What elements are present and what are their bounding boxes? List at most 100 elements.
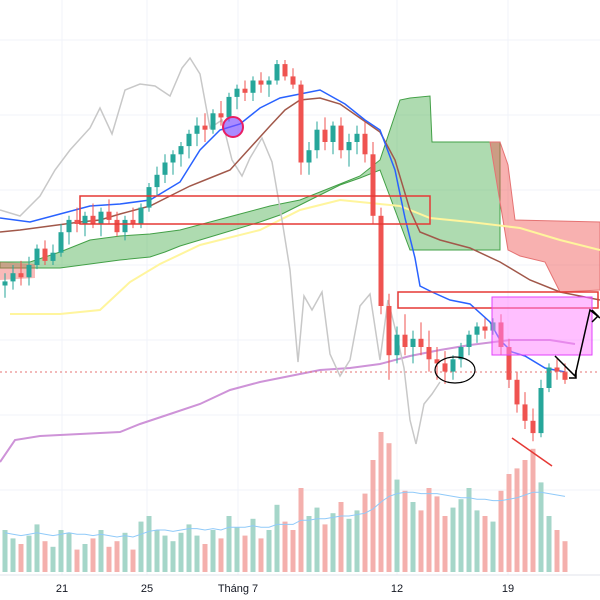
volume-bar	[18, 544, 24, 572]
candle[interactable]	[250, 80, 256, 93]
volume-bar	[322, 524, 328, 572]
volume-bar	[10, 538, 16, 572]
volume-bar	[330, 513, 336, 572]
volume-bar	[546, 516, 552, 572]
candle[interactable]	[274, 64, 280, 81]
candle[interactable]	[34, 248, 40, 265]
candle[interactable]	[210, 113, 216, 130]
volume-bar	[554, 530, 560, 572]
candle[interactable]	[154, 174, 160, 188]
candle[interactable]	[26, 265, 32, 278]
volume-bar	[106, 546, 112, 572]
candle[interactable]	[282, 64, 288, 77]
volume-bar	[466, 488, 472, 572]
volume-bar	[562, 541, 568, 572]
volume-bar	[474, 510, 480, 572]
volume-bar	[186, 524, 192, 572]
candle[interactable]	[370, 154, 376, 216]
candlesticks	[2, 60, 568, 442]
candle[interactable]	[242, 88, 248, 93]
candle[interactable]	[146, 187, 152, 208]
candle[interactable]	[338, 125, 344, 151]
candle[interactable]	[346, 142, 352, 151]
volume-bar	[82, 544, 88, 572]
candle[interactable]	[306, 150, 312, 163]
candle[interactable]	[170, 154, 176, 163]
candle[interactable]	[2, 281, 8, 286]
volume-bar	[274, 504, 280, 572]
candle[interactable]	[290, 76, 296, 85]
candle[interactable]	[58, 232, 64, 253]
volume-bar	[42, 541, 48, 572]
candle[interactable]	[386, 306, 392, 356]
projection-arrow-head-1	[569, 370, 577, 379]
highlight-dot[interactable]	[222, 116, 244, 138]
candle[interactable]	[426, 347, 432, 360]
volume-bar	[418, 510, 424, 572]
candle[interactable]	[530, 420, 536, 434]
candle[interactable]	[122, 219, 128, 233]
volume-bar	[26, 535, 32, 572]
candle[interactable]	[450, 359, 456, 372]
candle[interactable]	[474, 326, 480, 335]
candle[interactable]	[90, 215, 96, 224]
candle[interactable]	[186, 133, 192, 147]
candle[interactable]	[434, 359, 440, 364]
candle[interactable]	[194, 125, 200, 134]
volume-bar	[450, 507, 456, 572]
candle[interactable]	[554, 367, 560, 372]
volume-bar	[202, 544, 208, 572]
pink-zone[interactable]	[491, 296, 593, 356]
volume-bar	[210, 530, 216, 572]
candle[interactable]	[522, 404, 528, 421]
volume-bar	[434, 496, 440, 572]
volume-bar	[218, 538, 224, 572]
candle[interactable]	[258, 80, 264, 85]
candle[interactable]	[114, 219, 120, 233]
candle[interactable]	[82, 215, 88, 224]
candle[interactable]	[506, 347, 512, 380]
candle[interactable]	[354, 133, 360, 142]
candle[interactable]	[410, 338, 416, 347]
volume-bar	[386, 443, 392, 572]
candle[interactable]	[66, 219, 72, 233]
candle[interactable]	[482, 326, 488, 331]
candle[interactable]	[298, 84, 304, 163]
candle[interactable]	[546, 367, 552, 389]
x-tick-label-thang-7: Tháng 7	[218, 583, 258, 595]
candle[interactable]	[538, 388, 544, 434]
candle[interactable]	[130, 219, 136, 224]
candle[interactable]	[418, 338, 424, 347]
candle[interactable]	[10, 273, 16, 282]
candle[interactable]	[466, 334, 472, 347]
candle[interactable]	[98, 211, 104, 224]
candle[interactable]	[394, 334, 400, 356]
candle[interactable]	[106, 211, 112, 220]
candle[interactable]	[362, 133, 368, 155]
candle[interactable]	[322, 129, 328, 142]
candle[interactable]	[402, 334, 408, 347]
candle[interactable]	[74, 219, 80, 224]
candle[interactable]	[562, 371, 568, 380]
candle[interactable]	[330, 125, 336, 142]
candle[interactable]	[442, 363, 448, 372]
candle[interactable]	[178, 146, 184, 155]
candle[interactable]	[378, 215, 384, 306]
candle[interactable]	[138, 207, 144, 224]
candle[interactable]	[514, 379, 520, 405]
candle[interactable]	[226, 96, 232, 118]
candle[interactable]	[458, 347, 464, 360]
volume-bar	[234, 527, 240, 572]
candle[interactable]	[162, 162, 168, 175]
volume-bar	[66, 532, 72, 572]
candle[interactable]	[234, 88, 240, 97]
candle[interactable]	[18, 273, 24, 278]
candle[interactable]	[202, 125, 208, 130]
candle[interactable]	[314, 129, 320, 151]
candle[interactable]	[50, 252, 56, 261]
circle-annotation[interactable]	[434, 356, 476, 384]
candle[interactable]	[42, 248, 48, 261]
candle[interactable]	[218, 113, 224, 118]
candle[interactable]	[266, 80, 272, 85]
